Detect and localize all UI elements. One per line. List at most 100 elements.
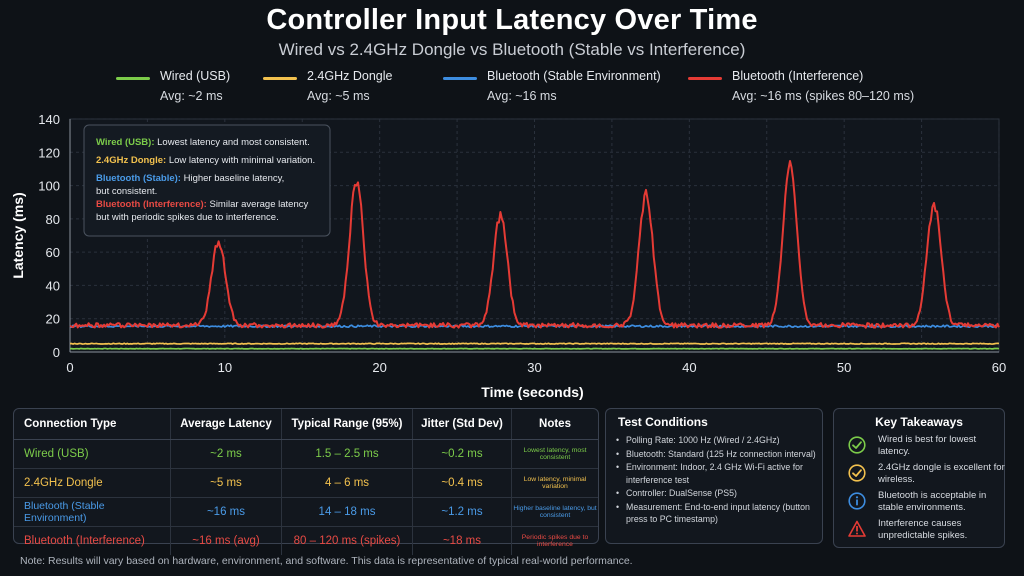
list-item: • Bluetooth: Standard (125 Hz connection … — [616, 448, 816, 459]
legend-avg-dongle: Avg: ~5 ms — [307, 89, 370, 103]
y-tick-label: 0 — [53, 345, 60, 360]
table-cell: 2.4GHz Dongle — [14, 468, 171, 498]
table-cell-note: Low latency, minimal variation — [511, 468, 598, 498]
series-line — [69, 160, 1000, 329]
list-item: • Controller: DualSense (PS5) — [616, 488, 737, 498]
x-tick-label: 0 — [66, 360, 73, 375]
takeaway-item: Wired is best for lowest latency. — [848, 434, 1008, 462]
list-item: • Polling Rate: 1000 Hz (Wired / 2.4GHz) — [616, 435, 780, 445]
table-cell: ~16 ms (avg) — [170, 526, 282, 555]
page-title: Controller Input Latency Over Time — [266, 4, 758, 36]
takeaway-text: Wired is best for lowest latency. — [878, 434, 977, 457]
annotation-text: Wired (USB): Lowest latency and most con… — [96, 137, 310, 148]
key-takeaways-panel: Key Takeaways Wired is best for lowest l… — [833, 408, 1005, 548]
list-item: • Measurement: End-to-end input latency (… — [616, 501, 810, 525]
table-cell: 1.5 – 2.5 ms — [281, 439, 413, 469]
table-cell: Bluetooth (Interference) — [14, 526, 171, 555]
table-header: Notes — [511, 409, 598, 440]
table-cell: Bluetooth (Stable Environment) — [14, 497, 171, 527]
x-tick-label: 30 — [527, 360, 541, 375]
x-tick-label: 20 — [372, 360, 386, 375]
table-cell: 4 – 6 ms — [281, 468, 413, 498]
footnote: Note: Results will vary based on hardwar… — [20, 555, 633, 567]
table-row: 2.4GHz Dongle ~5 ms 4 – 6 ms ~0.4 ms Low… — [14, 468, 598, 498]
table-header: Jitter (Std Dev) — [412, 409, 512, 440]
legend-avg-wired: Avg: ~2 ms — [160, 89, 223, 103]
y-tick-label: 100 — [38, 179, 60, 194]
legend-avg-bt-stable: Avg: ~16 ms — [487, 89, 557, 103]
y-axis-title: Latency (ms) — [10, 192, 26, 278]
table-cell-note: Higher baseline latency, but consistent — [511, 497, 598, 527]
list-item: • Environment: Indoor, 2.4 GHz Wi-Fi acti… — [616, 462, 803, 485]
check-circle-icon — [848, 436, 866, 454]
test-conditions-panel: Test Conditions • Polling Rate: 1000 Hz (… — [605, 408, 823, 544]
table-cell: ~1.2 ms — [412, 497, 512, 527]
y-tick-label: 80 — [46, 212, 60, 227]
table-header: Typical Range (95%) — [281, 409, 413, 440]
legend-name-wired: Wired (USB) — [160, 69, 231, 83]
table-row: Bluetooth (Interference) ~16 ms (avg) 80… — [14, 526, 598, 555]
table-cell-note: Periodic spikes due to interference — [521, 534, 589, 548]
key-takeaways-title: Key Takeaways — [875, 415, 963, 429]
takeaway-item: Bluetooth is acceptable in stable enviro… — [848, 490, 1008, 518]
table-cell: ~0.2 ms — [412, 439, 512, 469]
info-circle-icon — [848, 492, 866, 510]
takeaway-item: Interference causes unpredictable spikes… — [848, 518, 1008, 546]
series-line — [69, 347, 1000, 350]
takeaway-text: Interference causes unpredictable spikes… — [878, 518, 968, 541]
page-subtitle: Wired vs 2.4GHz Dongle vs Bluetooth (Sta… — [278, 40, 746, 59]
x-axis-title: Time (seconds) — [481, 384, 583, 400]
annotation-text: Bluetooth (Stable): Higher baseline late… — [96, 173, 284, 184]
warning-triangle-icon — [848, 520, 866, 537]
annotation-text: but with periodic spikes due to interfer… — [96, 212, 279, 223]
table-cell: ~2 ms — [170, 439, 282, 469]
table-cell: 80 – 120 ms (spikes) — [281, 526, 413, 555]
y-tick-label: 60 — [46, 245, 60, 260]
x-tick-label: 40 — [682, 360, 696, 375]
latency-line-chart: 0 10 20 30 40 50 60 0 20 40 60 80 100 120 140 Time (sec… — [10, 112, 1006, 400]
table-cell-note: Lowest latency, most consistent — [511, 439, 598, 469]
table-header: Connection Type — [14, 409, 171, 440]
y-tick-label: 20 — [46, 312, 60, 327]
table-cell: ~18 ms — [412, 526, 512, 555]
latency-stats-table-panel: Connection Type Average Latency Typical … — [13, 408, 599, 555]
table-cell: ~16 ms — [170, 497, 282, 527]
table-cell: ~0.4 ms — [412, 468, 512, 498]
table-cell: Wired (USB) — [14, 439, 171, 469]
takeaway-text: Bluetooth is acceptable in stable enviro… — [878, 490, 987, 513]
series-line — [69, 342, 1000, 345]
table-header: Average Latency — [170, 409, 282, 440]
test-conditions-title: Test Conditions — [618, 415, 708, 429]
legend-avg-bt-interference: Avg: ~16 ms (spikes 80–120 ms) — [732, 89, 915, 103]
annotation-text: 2.4GHz Dongle: Low latency with minimal … — [96, 155, 315, 166]
takeaway-item: 2.4GHz dongle is excellent for wireless. — [848, 462, 1008, 490]
chart-annotation-box: Wired (USB): Lowest latency and most con… — [83, 124, 331, 237]
table-row: Wired (USB) ~2 ms 1.5 – 2.5 ms ~0.2 ms L… — [14, 439, 598, 469]
legend-swatch-bt-interference — [688, 77, 722, 80]
legend-name-bt-interference: Bluetooth (Interference) — [732, 69, 864, 83]
y-tick-label: 140 — [38, 112, 60, 127]
x-tick-label: 50 — [837, 360, 851, 375]
annotation-box-frame — [83, 124, 331, 237]
legend-name-bt-stable: Bluetooth (Stable Environment) — [487, 69, 661, 83]
table-header-row: Connection Type Average Latency Typical … — [14, 409, 598, 440]
chart-series — [69, 160, 1000, 350]
chart-legend: Wired (USB) Avg: ~2 ms 2.4GHz Dongle Avg… — [0, 69, 1024, 109]
legend-name-dongle: 2.4GHz Dongle — [307, 69, 393, 83]
x-tick-label: 60 — [992, 360, 1006, 375]
takeaway-text: 2.4GHz dongle is excellent for wireless. — [878, 462, 1005, 485]
table-cell: ~5 ms — [170, 468, 282, 498]
chart-axes: 0 10 20 30 40 50 60 0 20 40 60 80 100 120 140 Time (sec… — [10, 112, 1006, 400]
test-conditions-list: • Polling Rate: 1000 Hz (Wired / 2.4GHz) … — [616, 434, 816, 527]
y-tick-label: 40 — [46, 278, 60, 293]
legend-swatch-bt-stable — [443, 77, 477, 80]
latency-stats-table: Connection Type Average Latency Typical … — [14, 409, 598, 555]
y-tick-label: 120 — [38, 145, 60, 160]
annotation-text: but consistent. — [96, 186, 157, 197]
legend-swatch-wired — [116, 77, 150, 80]
table-row: Bluetooth (Stable Environment) ~16 ms 14… — [14, 497, 598, 527]
check-circle-icon — [848, 464, 866, 482]
table-cell: 14 – 18 ms — [281, 497, 413, 527]
x-tick-label: 10 — [218, 360, 232, 375]
legend-swatch-dongle — [263, 77, 297, 80]
